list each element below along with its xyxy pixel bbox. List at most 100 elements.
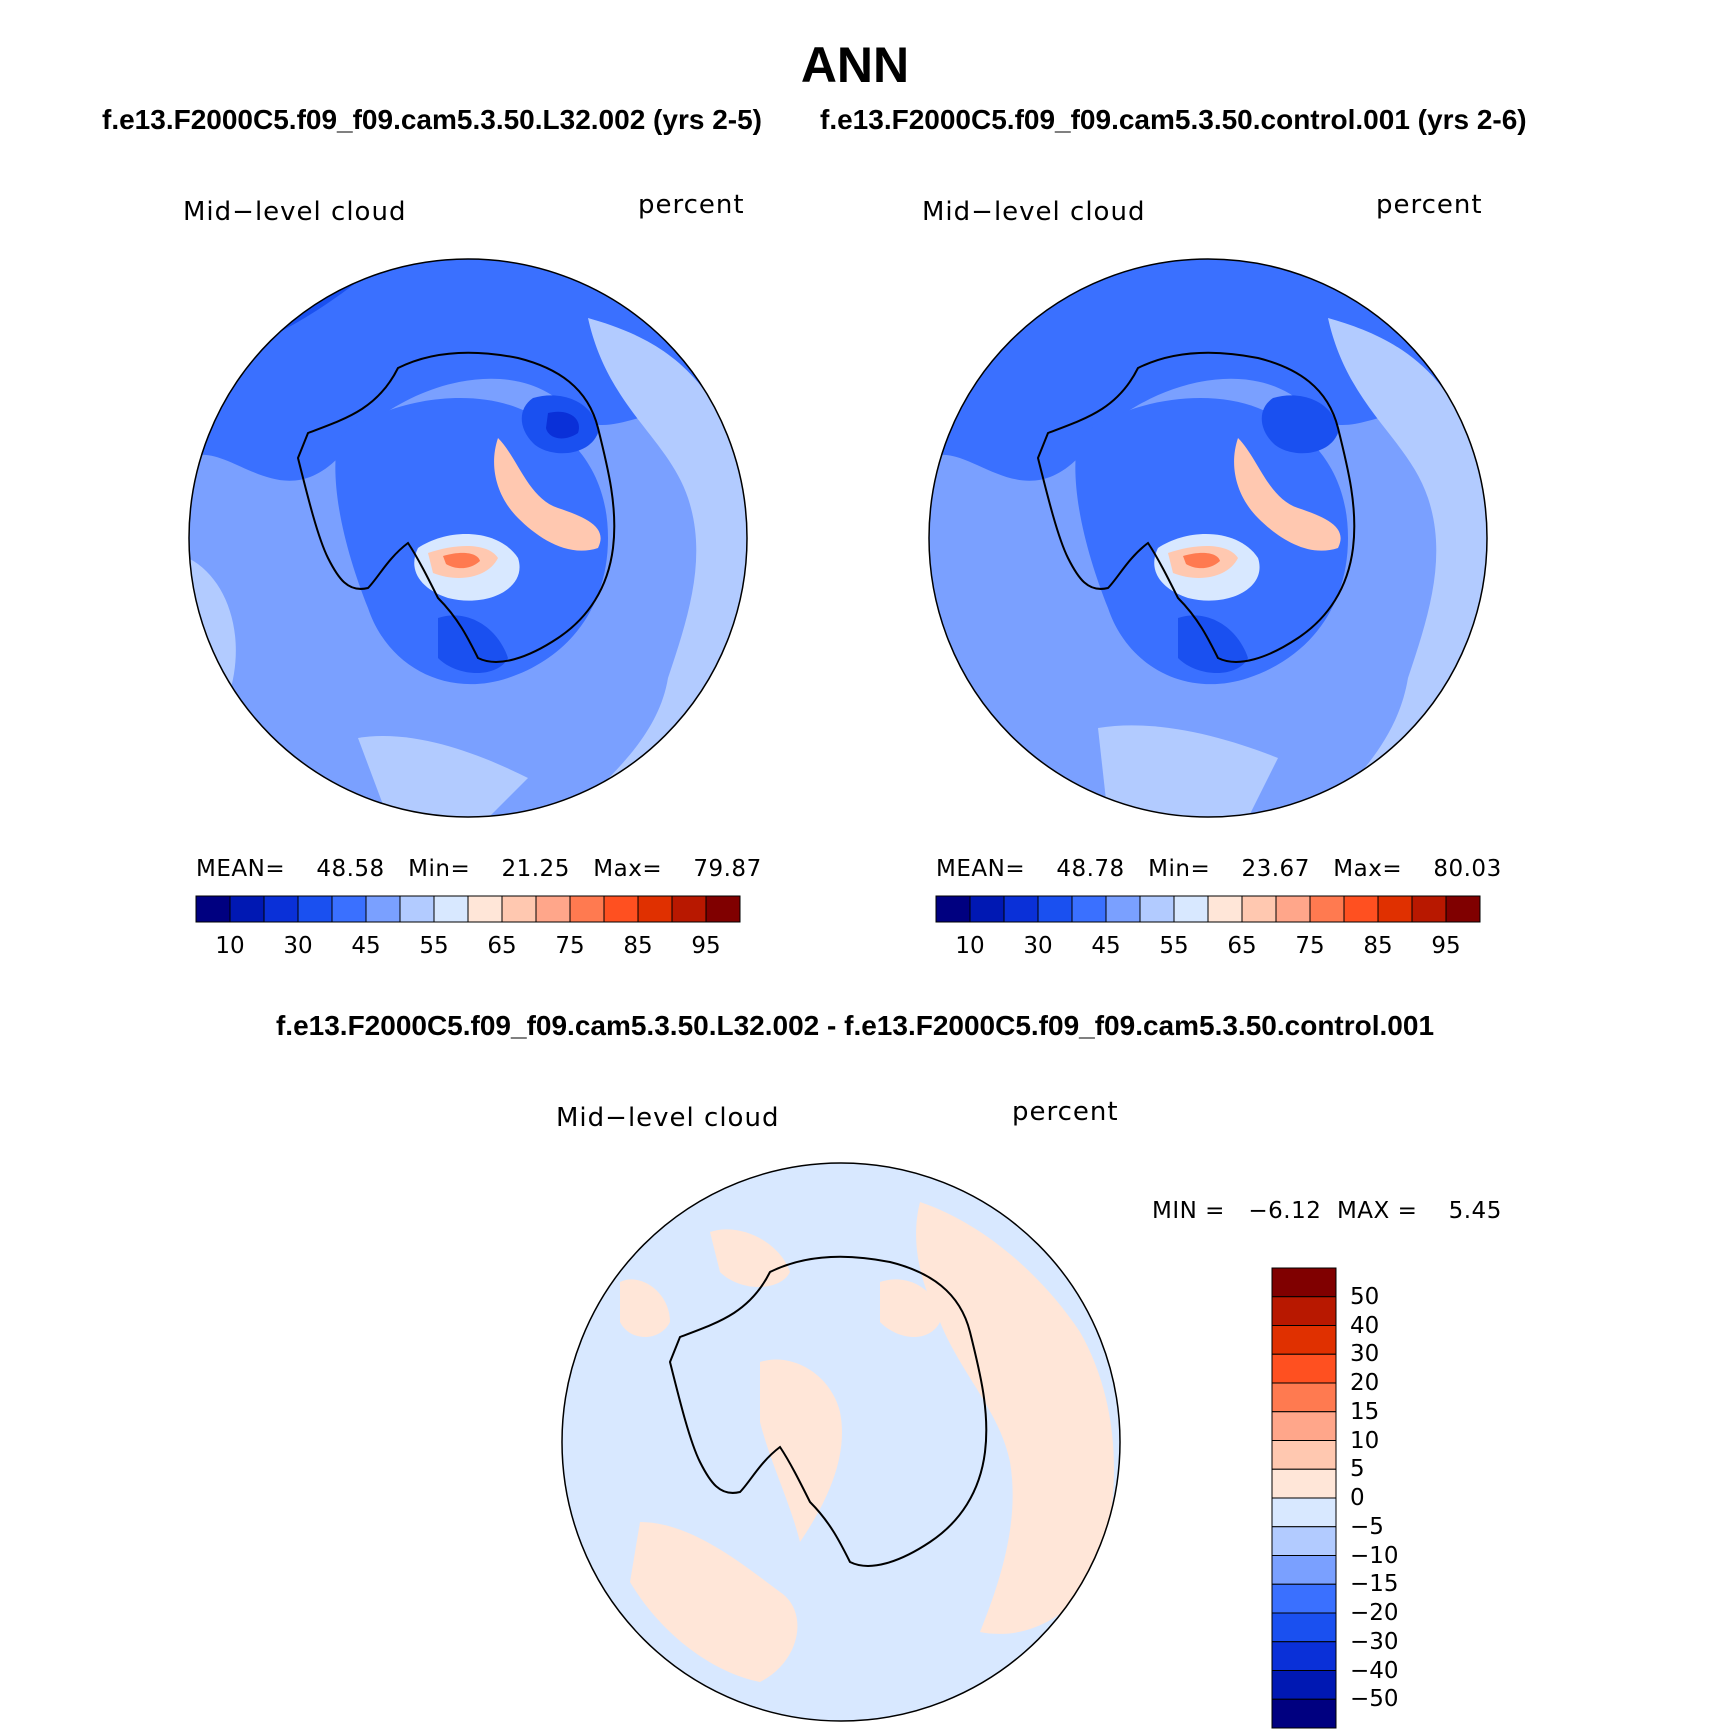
diff-colorbar-swatch bbox=[1271, 1583, 1337, 1614]
diff-colorbar-swatch bbox=[1271, 1267, 1337, 1298]
panel1-colorbar-swatch bbox=[535, 895, 571, 923]
panel1-stats: MEAN= 48.58 Min= 21.25 Max= 79.87 bbox=[196, 856, 762, 882]
panel2-variable-label: Mid−level cloud bbox=[922, 197, 1146, 227]
diff-colorbar-tick-label: −20 bbox=[1350, 1600, 1399, 1626]
panel2-colorbar-swatch bbox=[1445, 895, 1481, 923]
diff-colorbar-swatch bbox=[1271, 1698, 1337, 1729]
panel2-stats: MEAN= 48.78 Min= 23.67 Max= 80.03 bbox=[936, 856, 1502, 882]
panel2-units-label: percent bbox=[1376, 190, 1483, 220]
panel2-colorbar-swatch bbox=[1343, 895, 1379, 923]
panel2-colorbar-tick-label: 45 bbox=[1091, 933, 1121, 959]
panel2-colorbar-tick-label: 95 bbox=[1431, 933, 1461, 959]
panel2-colorbar-swatch bbox=[1207, 895, 1243, 923]
panel2-colorbar-swatch bbox=[1139, 895, 1175, 923]
panel2-max-label: Max= bbox=[1333, 856, 1403, 882]
diff-minmax: MIN = −6.12 MAX = 5.45 bbox=[1152, 1198, 1502, 1224]
diff-colorbar-tick-label: 5 bbox=[1350, 1456, 1365, 1483]
panel1-colorbar-tick-label: 75 bbox=[555, 933, 585, 959]
diff-colorbar bbox=[1271, 1267, 1337, 1729]
panel2-case-title: f.e13.F2000C5.f09_f09.cam5.3.50.control.… bbox=[820, 104, 1527, 135]
panel1-colorbar-swatch bbox=[433, 895, 469, 923]
diff-colorbar-swatch bbox=[1271, 1353, 1337, 1384]
panel2-max-value: 80.03 bbox=[1433, 856, 1502, 882]
diff-colorbar-swatch bbox=[1271, 1555, 1337, 1585]
panel2-colorbar-tick-label: 75 bbox=[1295, 933, 1325, 959]
panel1-units-label: percent bbox=[638, 190, 745, 220]
panel2-colorbar-swatch bbox=[1105, 895, 1141, 923]
diff-map bbox=[561, 1162, 1121, 1722]
panel2-colorbar-tick-label: 65 bbox=[1227, 933, 1257, 959]
panel1-colorbar-tick-label: 30 bbox=[283, 933, 313, 959]
panel2-colorbar-tick-label: 10 bbox=[955, 933, 985, 959]
panel2-colorbar-swatch bbox=[935, 895, 971, 923]
panel1-colorbar-tick-label: 55 bbox=[419, 933, 449, 959]
panel1-colorbar-swatch bbox=[569, 895, 605, 923]
diff-colorbar-tick-label: 0 bbox=[1350, 1485, 1365, 1511]
diff-colorbar-tick-label: 15 bbox=[1350, 1398, 1380, 1425]
panel1-variable-label: Mid−level cloud bbox=[183, 197, 407, 227]
panel1-colorbar-swatch bbox=[637, 895, 673, 923]
panel2-colorbar-swatch bbox=[1275, 895, 1311, 923]
diff-coastline bbox=[668, 1255, 988, 1567]
diff-colorbar-swatch bbox=[1271, 1325, 1337, 1355]
panel1-map bbox=[188, 258, 748, 818]
panel1-colorbar-tick-label: 85 bbox=[623, 933, 653, 959]
panel1-colorbar-swatch bbox=[671, 895, 707, 923]
panel1-colorbar-swatch bbox=[195, 895, 231, 923]
panel1-colorbar-ticks: 10 30 45 55 65 75 85 95 bbox=[196, 933, 740, 963]
panel2-colorbar-swatch bbox=[1037, 895, 1073, 923]
diff-colorbar-swatch bbox=[1271, 1382, 1337, 1413]
diff-colorbar-tick-label: 30 bbox=[1350, 1341, 1380, 1368]
panel1-colorbar-swatch bbox=[331, 895, 367, 923]
panel1-case-title: f.e13.F2000C5.f09_f09.cam5.3.50.L32.002 … bbox=[102, 104, 762, 135]
panel1-min-label: Min= bbox=[408, 856, 471, 882]
diff-colorbar-tick-label: −30 bbox=[1350, 1628, 1399, 1655]
panel1-colorbar-swatch bbox=[365, 895, 401, 923]
panel2-colorbar-tick-label: 55 bbox=[1159, 933, 1189, 959]
panel2-min-label: Min= bbox=[1148, 856, 1211, 882]
panel2-colorbar-tick-label: 85 bbox=[1363, 933, 1393, 959]
page-title: ANN bbox=[800, 37, 910, 93]
panel2-colorbar-swatch bbox=[969, 895, 1005, 923]
diff-colorbar-swatch bbox=[1271, 1296, 1337, 1326]
panel2-colorbar-swatch bbox=[1003, 895, 1039, 923]
diff-colorbar-tick-label: −15 bbox=[1350, 1571, 1399, 1598]
diff-colorbar-swatch bbox=[1271, 1411, 1337, 1441]
panel1-colorbar-tick-label: 65 bbox=[487, 933, 517, 959]
panel1-colorbar-tick-label: 10 bbox=[215, 933, 245, 959]
diff-colorbar-swatch bbox=[1271, 1641, 1337, 1671]
diff-colorbar-tick-label: 50 bbox=[1350, 1283, 1380, 1310]
panel2-map bbox=[928, 258, 1488, 818]
panel1-mean-label: MEAN= bbox=[196, 856, 286, 882]
panel2-colorbar-tick-label: 30 bbox=[1023, 933, 1053, 959]
panel1-colorbar-swatch bbox=[263, 895, 299, 923]
diff-title: f.e13.F2000C5.f09_f09.cam5.3.50.L32.002 … bbox=[275, 1010, 1435, 1041]
diff-colorbar-ticks: 50 40 30 20 15 10 5 0 −5 −10 −15 −20 −30 −40 −50 bbox=[1350, 1268, 1430, 1728]
panel2-colorbar-swatch bbox=[1377, 895, 1413, 923]
panel1-colorbar-tick-label: 95 bbox=[691, 933, 721, 959]
panel2-colorbar-swatch bbox=[1071, 895, 1107, 923]
diff-colorbar-tick-label: 20 bbox=[1350, 1370, 1380, 1396]
diff-colorbar-tick-label: −10 bbox=[1350, 1542, 1399, 1569]
panel1-colorbar-swatch bbox=[603, 895, 639, 923]
panel1-colorbar-swatch bbox=[297, 895, 333, 923]
panel1-colorbar bbox=[195, 895, 741, 923]
diff-colorbar-tick-label: 10 bbox=[1350, 1427, 1380, 1454]
diff-colorbar-tick-label: −50 bbox=[1350, 1686, 1399, 1713]
diff-colorbar-swatch bbox=[1271, 1497, 1337, 1528]
panel2-min-value: 23.67 bbox=[1241, 856, 1310, 882]
panel1-colorbar-swatch bbox=[399, 895, 435, 923]
panel1-colorbar-swatch bbox=[705, 895, 741, 923]
panel1-colorbar-swatch bbox=[467, 895, 503, 923]
diff-colorbar-swatch bbox=[1271, 1468, 1337, 1499]
panel1-colorbar-swatch bbox=[501, 895, 537, 923]
panel2-colorbar-swatch bbox=[1241, 895, 1277, 923]
diff-variable-label: Mid−level cloud bbox=[556, 1103, 780, 1133]
panel2-colorbar-swatch bbox=[1173, 895, 1209, 923]
diff-colorbar-swatch bbox=[1271, 1440, 1337, 1470]
panel2-colorbar-ticks: 10 30 45 55 65 75 85 95 bbox=[936, 933, 1480, 963]
panel1-max-label: Max= bbox=[593, 856, 663, 882]
diff-colorbar-swatch bbox=[1271, 1612, 1337, 1643]
panel1-max-value: 79.87 bbox=[693, 856, 762, 882]
panel2-mean-label: MEAN= bbox=[936, 856, 1026, 882]
